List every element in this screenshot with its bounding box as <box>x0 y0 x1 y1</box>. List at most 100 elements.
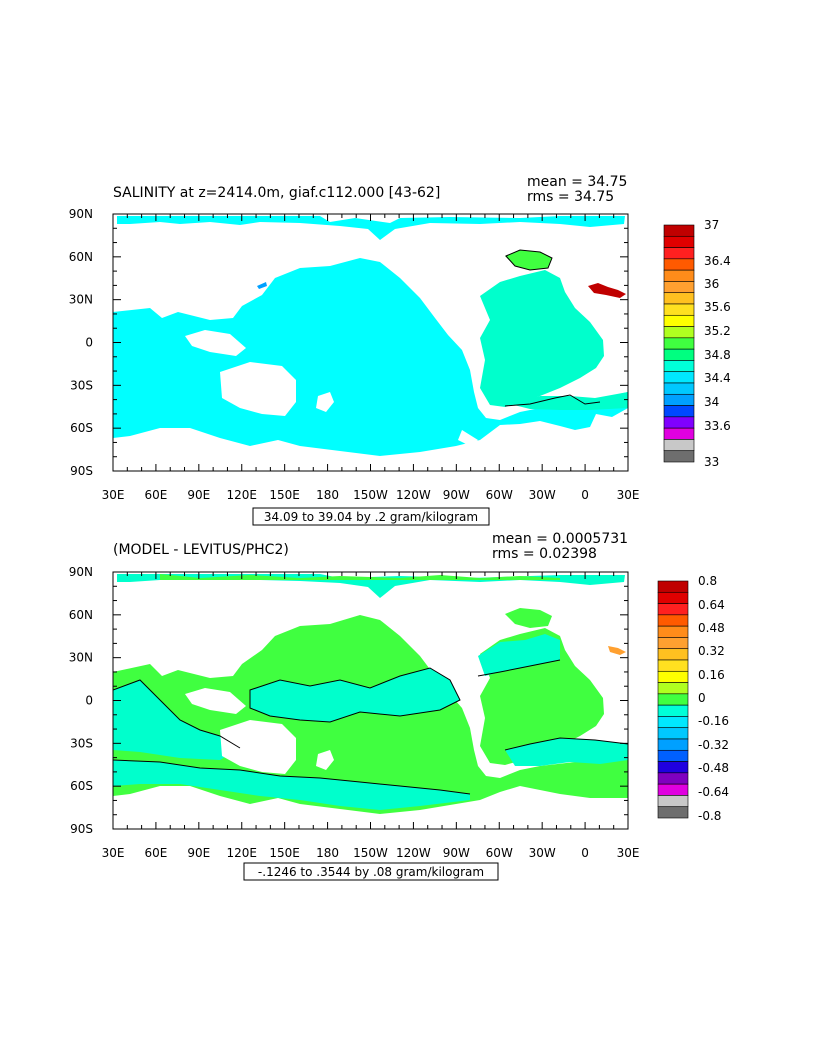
colorbar-label: -0.16 <box>698 714 729 728</box>
contour-line <box>113 759 471 795</box>
ocean-region-north-atlantic-cyan <box>478 634 560 676</box>
colorbar-swatch <box>657 738 689 751</box>
x-tick-label: 30E <box>102 846 125 860</box>
colorbar-label: 0.64 <box>698 598 725 612</box>
panel-title: SALINITY at z=2414.0m, giaf.c112.000 [43… <box>113 185 440 201</box>
colorbar-swatch <box>657 693 689 706</box>
ocean-spot-blue <box>257 282 267 289</box>
land-new-zealand <box>316 392 334 412</box>
range-box <box>252 507 490 526</box>
colorbar-label: 35.6 <box>704 300 731 314</box>
colorbar-swatch <box>657 783 689 796</box>
x-tick-label: 120W <box>396 846 431 860</box>
rms-stat: rms = 0.02398 <box>492 546 597 562</box>
colorbar-swatch <box>663 224 695 237</box>
colorbar-label: 34.8 <box>704 348 731 362</box>
x-tick-label: 0 <box>581 846 589 860</box>
contour-line <box>249 667 461 723</box>
x-tick-label: 150E <box>269 488 300 502</box>
x-tick-label: 30W <box>529 846 556 860</box>
colorbar-label: 35.2 <box>704 324 731 338</box>
x-tick-label: 60E <box>144 488 167 502</box>
colorbar-swatch <box>663 303 695 316</box>
colorbar-swatch <box>657 648 689 661</box>
colorbar-swatch <box>657 716 689 729</box>
mean-stat: mean = 0.0005731 <box>492 531 628 547</box>
x-tick-label: 150W <box>353 488 388 502</box>
colorbar-swatch <box>657 795 689 808</box>
x-tick-label: 120E <box>227 488 258 502</box>
contour-line <box>504 394 601 407</box>
colorbar-swatch <box>657 682 689 695</box>
contour-line <box>505 249 553 271</box>
colorbar-swatch <box>657 637 689 650</box>
colorbar-swatch <box>663 416 695 429</box>
y-tick-label: 0 <box>85 694 93 708</box>
colorbar-swatch <box>663 235 695 248</box>
panel-difference: (MODEL - LEVITUS/PHC2) mean = 0.0005731 … <box>69 531 729 881</box>
colorbar-swatch <box>657 772 689 785</box>
colorbar-label: 36.4 <box>704 254 731 268</box>
colorbar-label: 33.6 <box>704 419 731 433</box>
x-tick-label: 90E <box>187 488 210 502</box>
colorbar-swatch <box>657 625 689 638</box>
colorbar-label: 36 <box>704 277 719 291</box>
land-indonesia <box>185 688 246 714</box>
difference-field <box>113 574 628 814</box>
y-tick-label: 0 <box>85 336 93 350</box>
salinity-field <box>113 216 628 456</box>
colorbar-swatch <box>663 348 695 361</box>
contour-line <box>477 659 561 677</box>
land-australia <box>220 362 296 416</box>
x-tick-label: 60W <box>486 846 513 860</box>
y-tick-label: 90N <box>69 207 93 221</box>
range-box <box>243 862 499 881</box>
colorbar-swatch <box>663 382 695 395</box>
colorbar-swatch <box>663 337 695 350</box>
colorbar-swatch <box>663 393 695 406</box>
ocean-region-labrador <box>505 608 552 628</box>
ocean-region-mediterranean <box>608 646 626 655</box>
ocean-region-atlantic <box>480 270 604 407</box>
ocean-region-south-atlantic-cyan <box>505 738 628 766</box>
axes: 30E 60E 90E 120E 150E 180 150W 120W 90W 60W 30W 0 30… <box>69 207 640 502</box>
land-antarctic-peninsula <box>458 430 478 446</box>
contour-line <box>113 679 241 749</box>
colorbar-swatch <box>663 405 695 418</box>
y-tick-label: 60S <box>70 779 93 793</box>
x-tick-label: 180 <box>316 846 339 860</box>
colorbar-swatch <box>663 247 695 260</box>
colorbar-swatch <box>657 749 689 762</box>
colorbar-swatch <box>657 704 689 717</box>
range-label: -.1246 to .3544 by .08 gram/kilogram <box>258 865 484 879</box>
colorbar-swatch <box>663 258 695 271</box>
colorbar-swatch <box>663 439 695 452</box>
colorbar-label: 33 <box>704 455 719 469</box>
x-tick-label: 90W <box>443 846 470 860</box>
x-tick-label: 120W <box>396 488 431 502</box>
ocean-region-arctic <box>117 216 625 240</box>
colorbar: 0.8 0.64 0.48 0.32 0.16 0 -0.16 -0.32 -0.48 -0.64… <box>657 574 729 823</box>
y-tick-label: 90N <box>69 565 93 579</box>
axes: 30E 60E 90E 120E 150E 180 150W 120W 90W 60W 30W 0 30… <box>69 565 640 860</box>
x-tick-label: 30E <box>102 488 125 502</box>
colorbar-label: 0 <box>698 691 706 705</box>
x-tick-label: 90E <box>187 846 210 860</box>
land-indonesia <box>185 330 246 356</box>
x-tick-label: 0 <box>581 488 589 502</box>
colorbar-label: -0.32 <box>698 738 729 752</box>
x-tick-label: 60W <box>486 488 513 502</box>
panel-salinity: SALINITY at z=2414.0m, giaf.c112.000 [43… <box>69 174 731 526</box>
x-tick-label: 30W <box>529 488 556 502</box>
y-tick-label: 30N <box>69 651 93 665</box>
colorbar-label: -0.64 <box>698 785 729 799</box>
colorbar-swatch <box>657 727 689 740</box>
ocean-region-indian-cyan <box>113 680 240 760</box>
colorbar-swatch <box>657 806 689 819</box>
colorbar-label: -0.8 <box>698 809 721 823</box>
colorbar-swatch <box>657 603 689 616</box>
colorbar-swatch <box>663 450 695 463</box>
y-tick-label: 60N <box>69 250 93 264</box>
colorbar-swatch <box>657 591 689 604</box>
mean-stat: mean = 34.75 <box>527 174 627 190</box>
